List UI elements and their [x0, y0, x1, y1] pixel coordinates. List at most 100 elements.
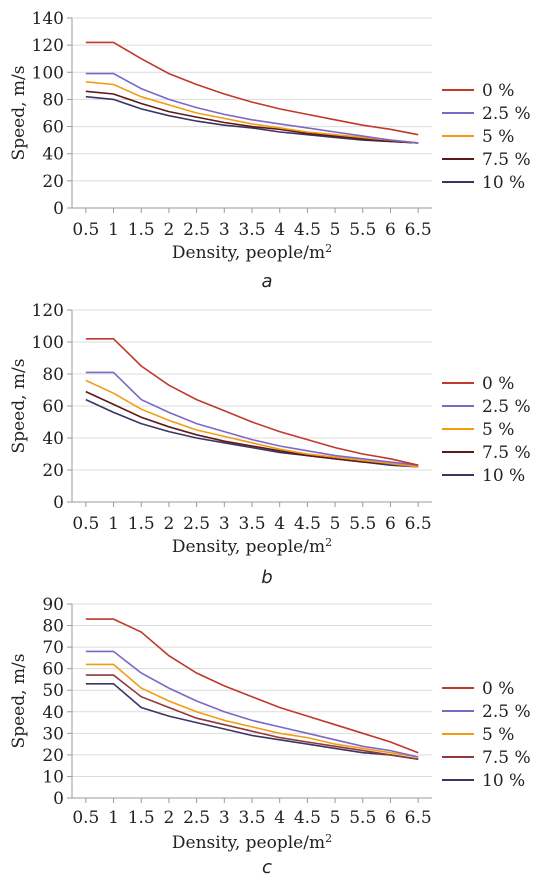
- x-tick-label: 4.5: [294, 514, 321, 534]
- x-tick-label: 5.5: [349, 808, 376, 828]
- x-tick-label: 5.5: [349, 514, 376, 534]
- y-tick-label: 100: [32, 333, 64, 353]
- y-tick-label: 40: [42, 145, 64, 165]
- series-line: [85, 81, 419, 144]
- y-tick-label: 80: [42, 90, 64, 110]
- y-tick-label: 0: [53, 199, 64, 219]
- series-line: [85, 618, 419, 754]
- y-tick-label: 40: [42, 703, 64, 723]
- y-tick-label: 140: [32, 9, 64, 29]
- y-tick-label: 60: [42, 118, 64, 138]
- series-line: [85, 379, 419, 468]
- x-tick-label: 0.5: [72, 514, 99, 534]
- x-tick-label: 0.5: [72, 220, 99, 240]
- legend-label: 0 %: [482, 81, 514, 101]
- legend-label: 10 %: [482, 466, 525, 486]
- x-tick-label: 6: [385, 514, 396, 534]
- y-tick-label: 30: [42, 724, 64, 744]
- legend-label: 5 %: [482, 127, 514, 147]
- x-tick-label: 5: [330, 808, 341, 828]
- legend-label: 2.5 %: [482, 397, 531, 417]
- x-tick-label: 2.5: [183, 808, 210, 828]
- x-tick-label: 6: [385, 220, 396, 240]
- series-line: [85, 650, 419, 758]
- x-tick-label: 3.5: [238, 220, 265, 240]
- x-tick-label: 5.5: [349, 220, 376, 240]
- y-tick-label: 120: [32, 301, 64, 321]
- x-tick-label: 6.5: [405, 514, 432, 534]
- x-tick-label: 1.5: [128, 514, 155, 534]
- y-tick-label: 90: [42, 595, 64, 615]
- y-tick-label: 50: [42, 681, 64, 701]
- series-line: [85, 41, 419, 136]
- legend-label: 0 %: [482, 679, 514, 699]
- x-tick-label: 2: [164, 514, 175, 534]
- y-tick-label: 70: [42, 638, 64, 658]
- panel-letter: c: [262, 857, 272, 876]
- legend-label: 10 %: [482, 173, 525, 193]
- legend: 0 % 2.5 % 5 % 7.5 % 10 %: [442, 374, 531, 486]
- x-axis-title: Density, people/m2: [172, 242, 332, 264]
- y-tick-label: 120: [32, 36, 64, 56]
- y-axis-title: Speed, m/s: [9, 66, 29, 161]
- series-line: [85, 390, 419, 468]
- x-tick-label: 2.5: [183, 514, 210, 534]
- series-line: [85, 95, 419, 144]
- x-tick-label: 2: [164, 220, 175, 240]
- x-tick-label: 4: [274, 808, 285, 828]
- x-tick-label: 1: [108, 514, 119, 534]
- series-line: [85, 371, 419, 466]
- x-tick-label: 3: [219, 514, 230, 534]
- series-line: [85, 72, 419, 144]
- legend-label: 2.5 %: [482, 104, 531, 124]
- x-tick-label: 1.5: [128, 808, 155, 828]
- x-tick-label: 1.5: [128, 220, 155, 240]
- x-tick-label: 2: [164, 808, 175, 828]
- series-line: [85, 674, 419, 760]
- legend-label: 10 %: [482, 771, 525, 791]
- legend-label: 5 %: [482, 725, 514, 745]
- series-line: [85, 682, 419, 760]
- series-line: [85, 337, 419, 466]
- y-tick-label: 60: [42, 397, 64, 417]
- x-tick-label: 3: [219, 808, 230, 828]
- x-tick-label: 6: [385, 808, 396, 828]
- x-tick-label: 4.5: [294, 808, 321, 828]
- legend-label: 7.5 %: [482, 150, 531, 170]
- x-tick-label: 5: [330, 220, 341, 240]
- x-tick-label: 4: [274, 514, 285, 534]
- x-tick-label: 6.5: [405, 808, 432, 828]
- y-tick-label: 60: [42, 660, 64, 680]
- x-tick-label: 2.5: [183, 220, 210, 240]
- chart-panel-b: 0 20 40 60 80 100 120 0.5 1 1.5 2 2.5 3 3.5 4 4.5 5 5.5 6 6…: [9, 301, 531, 588]
- legend-label: 5 %: [482, 420, 514, 440]
- panel-letter: a: [261, 271, 272, 292]
- x-tick-label: 4: [274, 220, 285, 240]
- x-tick-label: 3: [219, 220, 230, 240]
- legend-label: 2.5 %: [482, 702, 531, 722]
- y-tick-label: 20: [42, 461, 64, 481]
- series-line: [85, 398, 419, 468]
- y-axis-title: Speed, m/s: [9, 654, 29, 749]
- legend-label: 7.5 %: [482, 443, 531, 463]
- y-tick-label: 10: [42, 767, 64, 787]
- legend-label: 7.5 %: [482, 748, 531, 768]
- legend-label: 0 %: [482, 374, 514, 394]
- x-tick-label: 6.5: [405, 220, 432, 240]
- x-tick-label: 0.5: [72, 808, 99, 828]
- y-tick-label: 20: [42, 172, 64, 192]
- y-tick-label: 80: [42, 617, 64, 637]
- x-tick-label: 5: [330, 514, 341, 534]
- y-tick-label: 20: [42, 746, 64, 766]
- y-tick-label: 0: [53, 493, 64, 513]
- series-line: [85, 663, 419, 758]
- legend: 0 % 2.5 % 5 % 7.5 % 10 %: [442, 679, 531, 791]
- y-axis-title: Speed, m/s: [9, 359, 29, 454]
- x-tick-label: 1: [108, 220, 119, 240]
- x-axis-title: Density, people/m2: [172, 536, 332, 558]
- y-tick-label: 80: [42, 365, 64, 385]
- y-tick-label: 0: [53, 789, 64, 809]
- series-line: [85, 90, 419, 144]
- x-axis-title: Density, people/m2: [172, 832, 332, 854]
